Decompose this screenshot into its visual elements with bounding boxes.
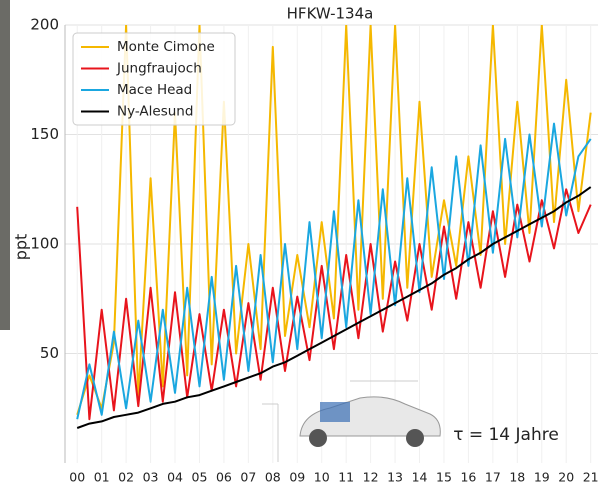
legend-label: Ny-Alesund <box>117 104 193 120</box>
series-line <box>76 186 592 429</box>
x-tick-label: 14 <box>412 470 428 485</box>
legend-label: Jungfraujoch <box>116 61 202 77</box>
y-tick-label: 150 <box>30 125 59 143</box>
series-line <box>76 122 592 420</box>
series-line <box>76 25 592 416</box>
x-tick-label: 09 <box>289 470 305 485</box>
legend-box <box>72 32 236 126</box>
legend-label: Mace Head <box>117 82 192 98</box>
x-tick-label: 12 <box>363 470 379 485</box>
x-tick-label: 00 <box>69 470 85 485</box>
photo-edge <box>0 0 10 330</box>
annotation: τ = 14 Jahre <box>453 425 559 445</box>
y-tick-label: 50 <box>40 344 59 362</box>
y-tick-label: 100 <box>30 235 59 253</box>
x-tick-label: 04 <box>167 470 183 485</box>
x-tick-label: 21 <box>583 470 599 485</box>
y-axis-label: ppt <box>12 234 31 261</box>
x-tick-label: 07 <box>240 470 256 485</box>
x-tick-label: 02 <box>118 470 134 485</box>
x-tick-label: 01 <box>94 470 110 485</box>
x-tick-label: 15 <box>436 470 452 485</box>
legend-label: Monte Cimone <box>117 39 215 55</box>
x-tick-label: 20 <box>558 470 574 485</box>
x-tick-label: 16 <box>460 470 476 485</box>
x-tick-label: 17 <box>485 470 501 485</box>
x-tick-label: 03 <box>143 470 159 485</box>
x-tick-label: 11 <box>338 470 354 485</box>
x-tick-label: 19 <box>534 470 550 485</box>
x-tick-label: 08 <box>265 470 281 485</box>
car-image <box>262 380 441 462</box>
chart-title: HFKW-134a <box>287 5 374 23</box>
x-tick-label: 18 <box>509 470 525 485</box>
x-tick-label: 05 <box>192 470 208 485</box>
x-tick-label: 13 <box>387 470 403 485</box>
series-line <box>76 188 592 421</box>
x-tick-label: 06 <box>216 470 232 485</box>
x-tick-label: 10 <box>314 470 330 485</box>
y-tick-label: 200 <box>30 16 59 34</box>
